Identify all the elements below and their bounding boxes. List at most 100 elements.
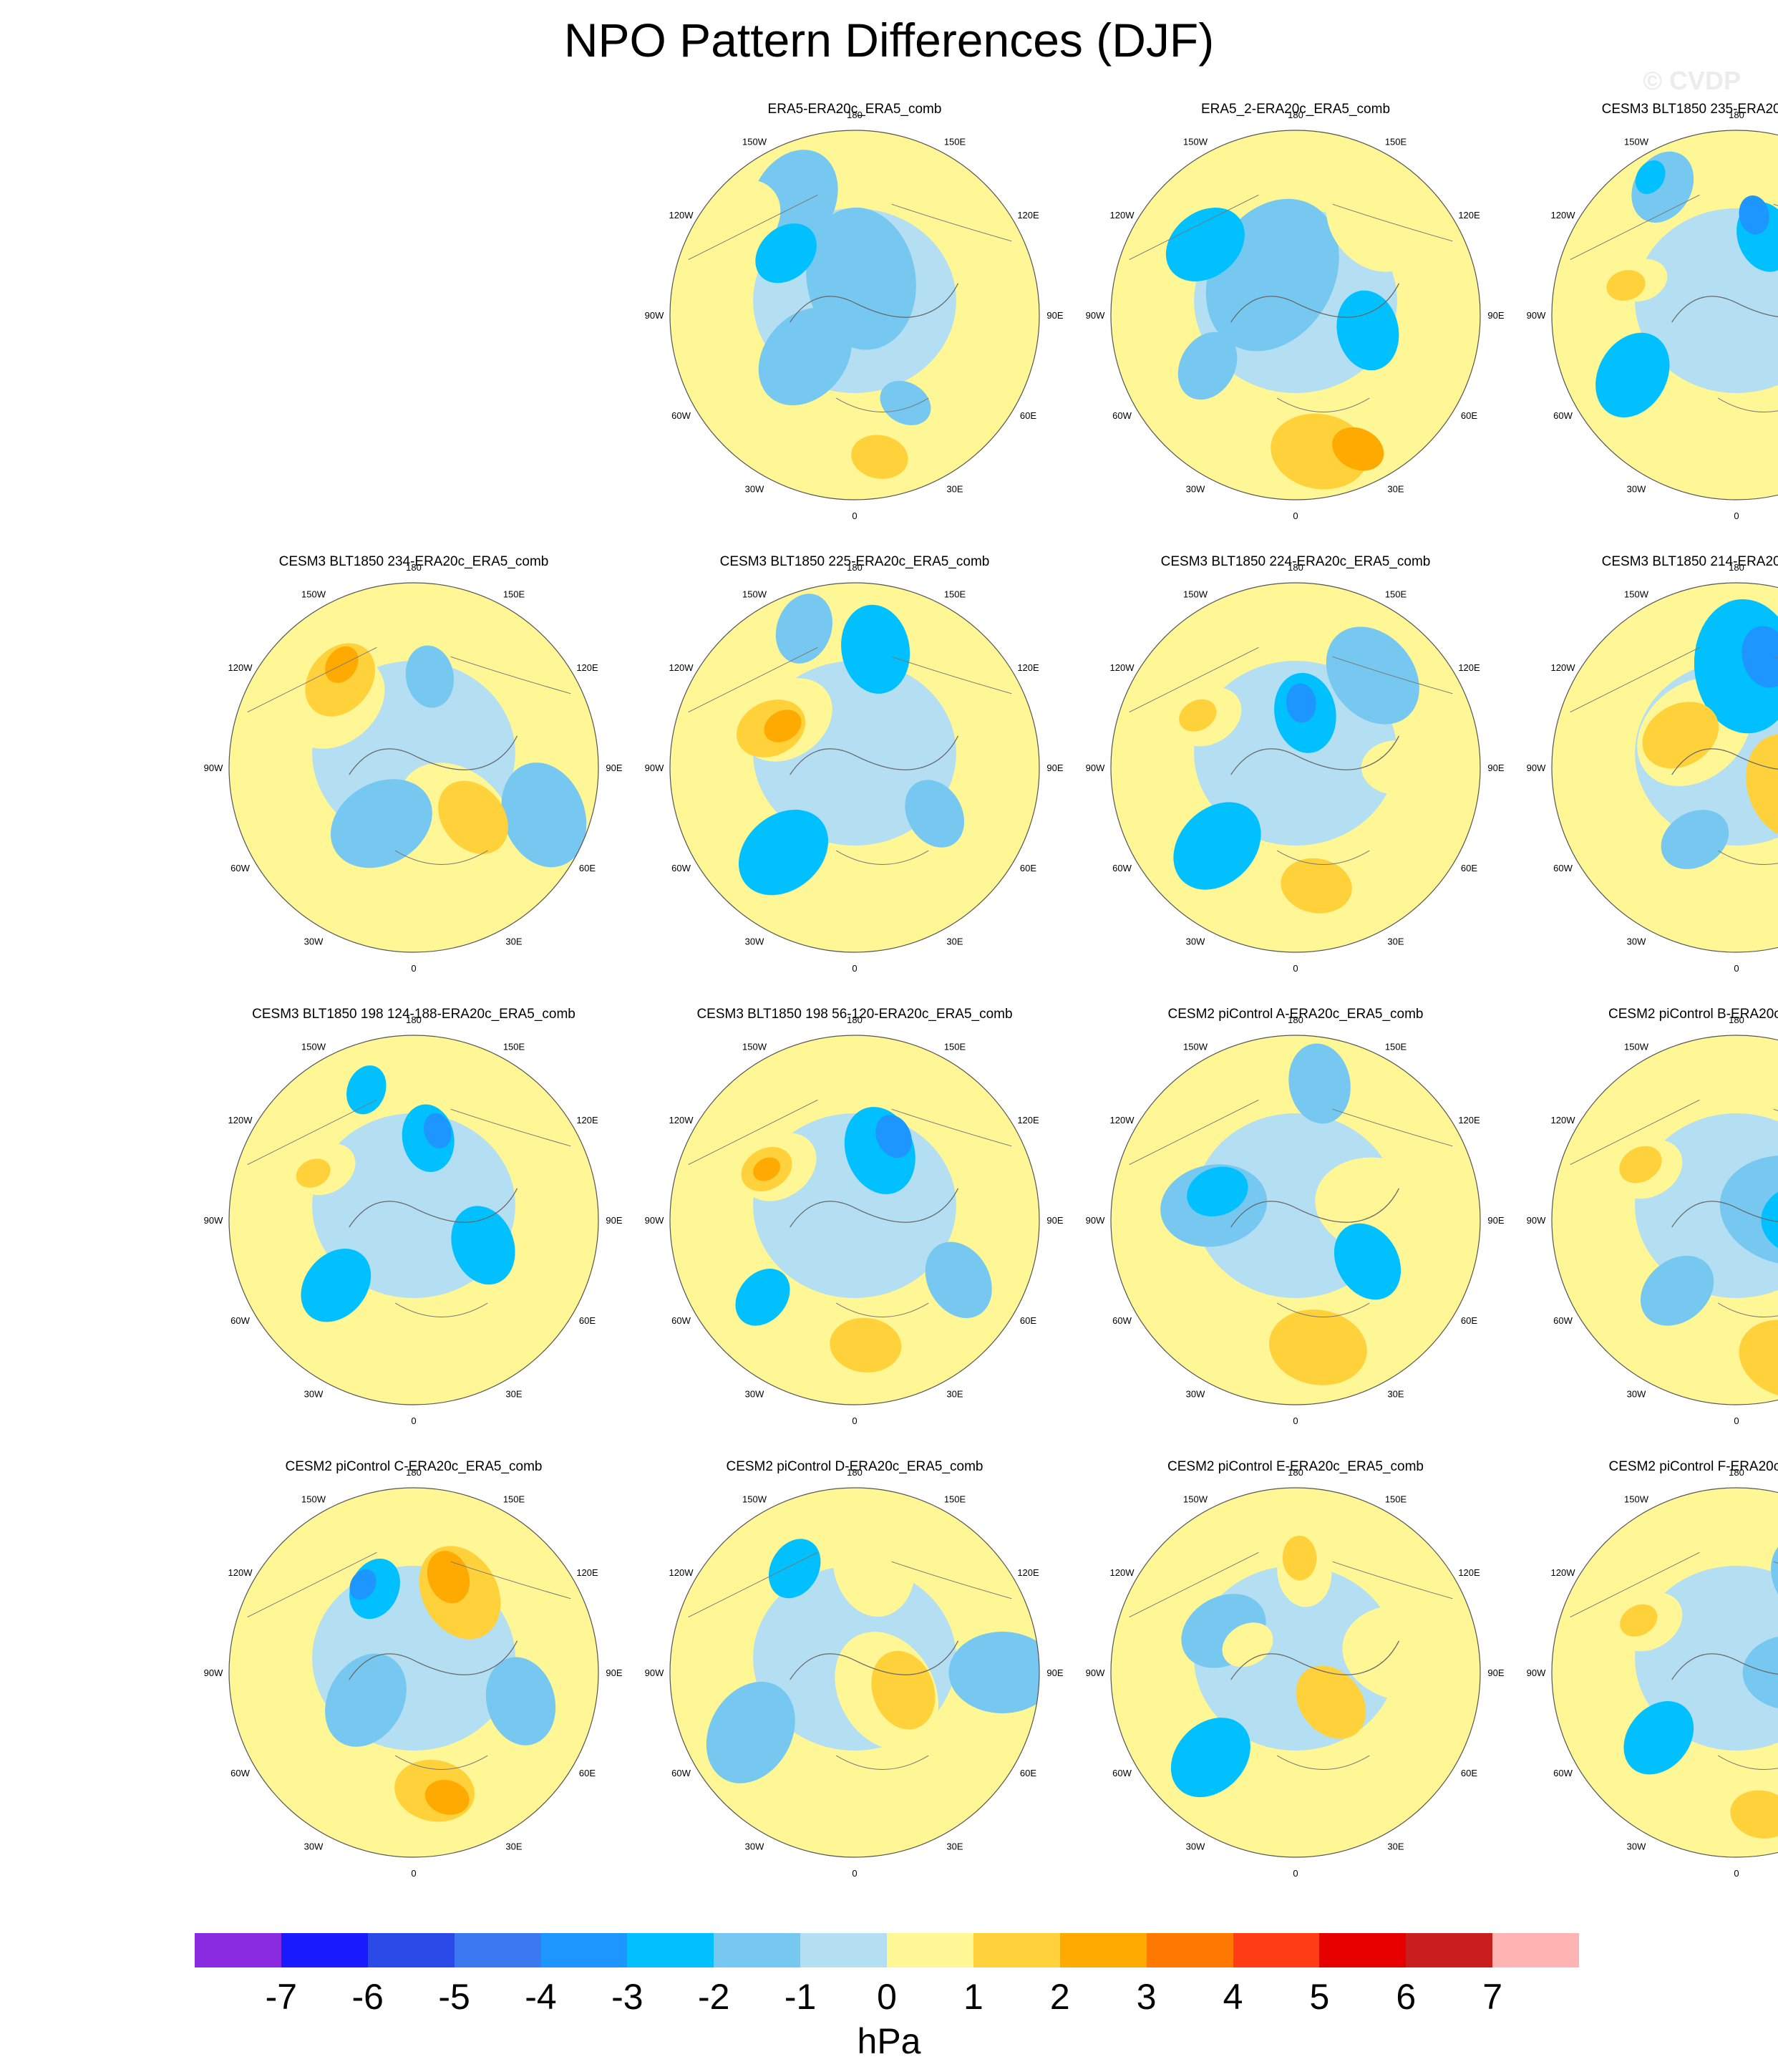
contour-anomaly <box>775 594 832 664</box>
longitude-label: 120W <box>1110 1115 1135 1125</box>
longitude-label: 60E <box>1020 1315 1036 1326</box>
panel-title: CESM3 BLT1850 224-ERA20c_ERA5_comb <box>1161 554 1431 569</box>
longitude-label: 30E <box>946 936 963 947</box>
map-border <box>1551 582 1778 953</box>
longitude-label: 120W <box>1110 1567 1135 1578</box>
coastline <box>1230 1640 1400 1680</box>
contour-anomaly <box>1286 683 1316 723</box>
longitude-label: 60W <box>1553 1315 1573 1326</box>
panel-title: CESM3 BLT1850 235-ERA20c_ERA5_comb <box>1602 102 1778 117</box>
colorbar-tick-label: 1 <box>963 1977 983 2017</box>
coastline <box>1671 1640 1778 1680</box>
contour-anomaly <box>1661 810 1729 869</box>
colorbar-units: hPa <box>857 2021 921 2061</box>
contour-anomaly <box>1361 740 1433 795</box>
longitude-label: 60W <box>671 1768 691 1778</box>
longitude-label: 150W <box>1624 137 1649 147</box>
map-border <box>228 1487 599 1858</box>
contour-anomaly <box>485 1657 556 1746</box>
contour-anomaly <box>1719 1155 1778 1266</box>
contour-anomaly <box>1620 1604 1658 1637</box>
longitude-label: 60W <box>671 1315 691 1326</box>
colorbar-swatch <box>454 1933 541 1967</box>
contour-fill-polar <box>1194 661 1397 846</box>
longitude-label: 90W <box>645 1215 664 1226</box>
longitude-label: 0 <box>1293 510 1298 521</box>
panel-title: CESM2 piControl A-ERA20c_ERA5_comb <box>1168 1007 1424 1022</box>
panel-title: CESM2 piControl D-ERA20c_ERA5_comb <box>726 1459 983 1474</box>
coastline <box>688 1551 1012 1770</box>
colorbar-tick-label: 7 <box>1482 1977 1503 2017</box>
contour-anomaly <box>1640 1255 1714 1326</box>
panel-title: CESM3 BLT1850 198 124-188-ERA20c_ERA5_co… <box>252 1007 575 1022</box>
contour-anomaly <box>735 1269 790 1326</box>
longitude-label: 60W <box>230 1315 250 1326</box>
longitude-label: 150W <box>301 589 326 600</box>
contour-anomaly <box>330 779 432 868</box>
longitude-label: 120E <box>1017 1567 1039 1578</box>
longitude-label: 90E <box>1487 763 1504 773</box>
colorbar-swatch <box>973 1933 1060 1967</box>
contour-anomaly <box>1142 1088 1208 1151</box>
longitude-label: 90E <box>1046 763 1063 773</box>
longitude-label: 150E <box>944 1042 966 1052</box>
contour-anomaly <box>1742 1635 1778 1710</box>
contour-anomaly <box>325 1653 407 1747</box>
longitude-label: 90E <box>606 763 622 773</box>
contour-anomaly <box>925 1241 992 1319</box>
contour-anomaly <box>738 809 829 896</box>
longitude-label: 90W <box>1086 763 1105 773</box>
longitude-label: 150E <box>503 1042 525 1052</box>
colorbar-tick-label: 0 <box>877 1977 897 2017</box>
longitude-label: 30E <box>505 1389 522 1400</box>
contour-anomaly <box>871 1650 936 1730</box>
colorbar-swatch <box>887 1933 973 1967</box>
longitude-label: 120W <box>228 1115 253 1125</box>
coastline <box>790 1188 959 1228</box>
colorbar-swatch <box>714 1933 801 1967</box>
longitude-label: 60W <box>230 863 250 873</box>
longitude-label: 150E <box>1385 589 1407 600</box>
map-border <box>1110 582 1481 953</box>
coastline <box>247 647 571 865</box>
colorbar-swatch <box>1233 1933 1320 1967</box>
longitude-label: 120W <box>1551 662 1576 673</box>
contour-anomaly <box>690 179 781 264</box>
contour-anomaly <box>438 780 508 854</box>
contour-anomaly <box>405 645 455 708</box>
longitude-label: 0 <box>1734 510 1739 521</box>
longitude-label: 30E <box>946 1389 963 1400</box>
map-border <box>669 582 1040 953</box>
longitude-label: 60W <box>671 863 691 873</box>
longitude-label: 30W <box>304 936 324 947</box>
longitude-label: 150E <box>1385 1494 1407 1505</box>
map-panel: CESM3 BLT1850 198 56-120-ERA20c_ERA5_com… <box>645 1007 1064 1426</box>
contour-anomaly <box>768 1539 821 1599</box>
longitude-label: 90W <box>645 1667 664 1678</box>
contour-anomaly <box>764 710 802 742</box>
longitude-label: 0 <box>1293 1415 1298 1426</box>
contour-anomaly <box>1332 427 1384 471</box>
longitude-label: 150W <box>301 1042 326 1052</box>
longitude-label: 180 <box>1729 110 1744 120</box>
map-border <box>669 130 1040 500</box>
longitude-label: 30E <box>505 1841 522 1852</box>
coastline <box>1129 647 1453 865</box>
longitude-label: 120E <box>1458 1115 1480 1125</box>
map-border <box>1551 1035 1778 1405</box>
longitude-label: 60W <box>1112 410 1132 421</box>
longitude-label: 180 <box>406 1015 422 1025</box>
longitude-label: 150E <box>944 589 966 600</box>
longitude-label: 60E <box>579 863 596 873</box>
longitude-label: 120W <box>1110 662 1135 673</box>
contour-anomaly <box>905 780 965 848</box>
coastline <box>1230 1188 1400 1228</box>
longitude-label: 120W <box>228 1567 253 1578</box>
colorbar-swatch <box>367 1933 455 1967</box>
longitude-label: 0 <box>852 1415 857 1426</box>
